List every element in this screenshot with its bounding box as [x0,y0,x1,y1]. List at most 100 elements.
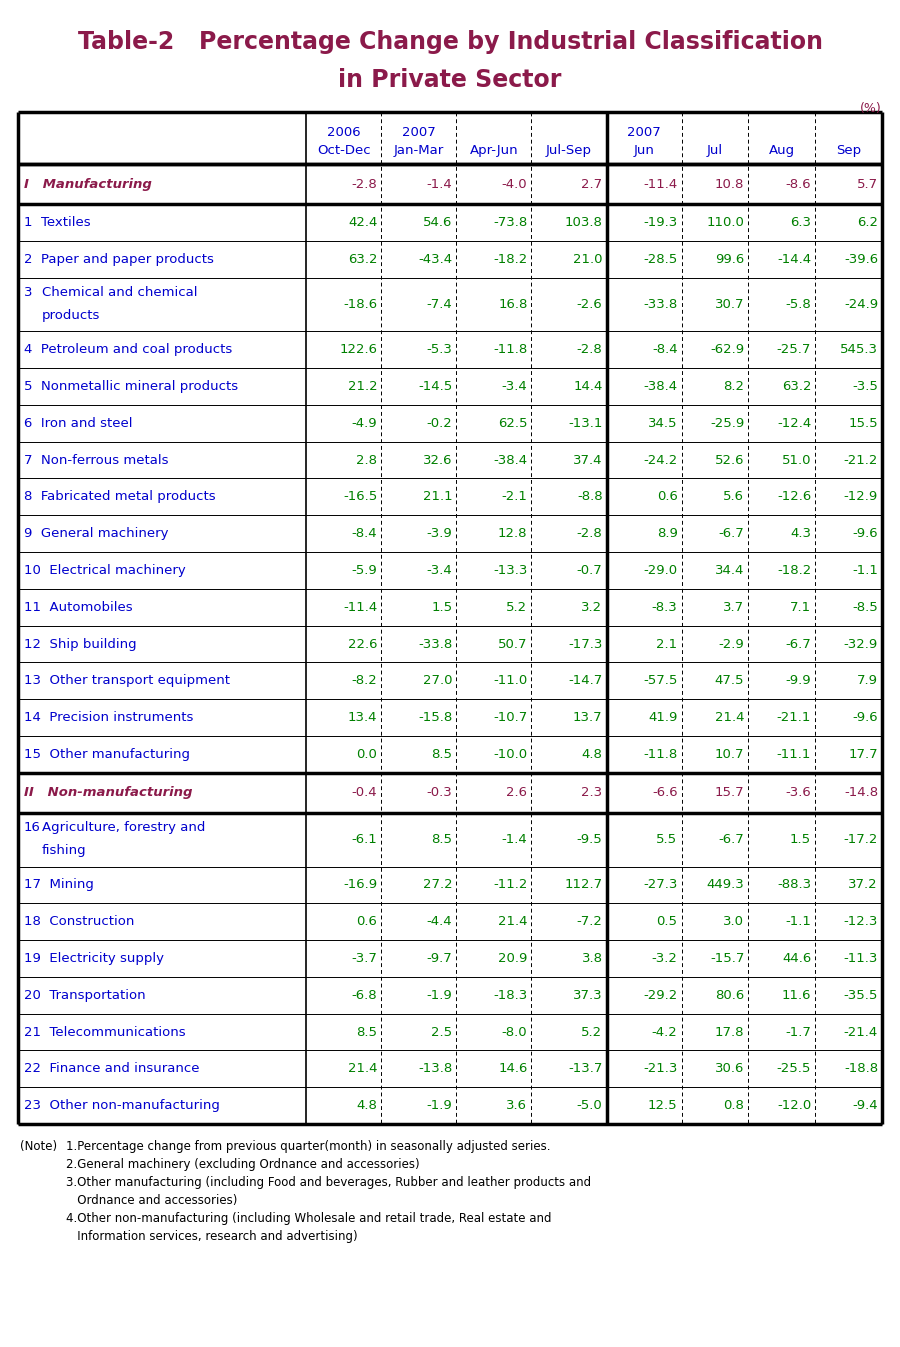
Text: 16.8: 16.8 [498,298,527,311]
Text: (%): (%) [860,102,882,114]
Text: 34.4: 34.4 [715,564,744,577]
Text: -24.9: -24.9 [844,298,878,311]
Text: 2.5: 2.5 [431,1025,453,1039]
Text: -2.8: -2.8 [577,343,602,356]
Text: 3.2: 3.2 [581,601,602,614]
Text: 2.6: 2.6 [507,787,527,800]
Text: -21.3: -21.3 [644,1063,678,1075]
Text: 63.2: 63.2 [348,253,377,267]
Text: -8.4: -8.4 [352,527,377,540]
Text: -16.9: -16.9 [343,878,377,892]
Text: 7.9: 7.9 [857,675,878,687]
Text: -8.8: -8.8 [577,490,602,504]
Text: 449.3: 449.3 [706,878,744,892]
Text: -2.9: -2.9 [718,637,744,651]
Text: 15.7: 15.7 [715,787,744,800]
Text: Table-2   Percentage Change by Industrial Classification: Table-2 Percentage Change by Industrial … [77,30,823,54]
Text: -14.7: -14.7 [568,675,602,687]
Text: 112.7: 112.7 [564,878,602,892]
Text: 1  Textiles: 1 Textiles [24,217,91,229]
Text: 7  Non-ferrous metals: 7 Non-ferrous metals [24,454,168,466]
Text: Oct-Dec: Oct-Dec [317,144,371,158]
Text: -4.4: -4.4 [427,915,453,928]
Text: -39.6: -39.6 [844,253,878,267]
Text: 62.5: 62.5 [498,416,527,430]
Text: -3.6: -3.6 [786,787,811,800]
Text: -5.0: -5.0 [577,1099,602,1113]
Text: 4.3: 4.3 [790,527,811,540]
Text: -2.8: -2.8 [352,178,377,191]
Text: -2.6: -2.6 [577,298,602,311]
Text: -25.5: -25.5 [777,1063,811,1075]
Text: 0.0: 0.0 [356,748,377,761]
Text: 54.6: 54.6 [423,217,453,229]
Text: -12.6: -12.6 [777,490,811,504]
Text: -11.8: -11.8 [493,343,527,356]
Text: 42.4: 42.4 [348,217,377,229]
Text: 5.7: 5.7 [857,178,878,191]
Text: 21.4: 21.4 [715,711,744,725]
Text: -25.7: -25.7 [777,343,811,356]
Text: -7.4: -7.4 [427,298,453,311]
Text: 63.2: 63.2 [782,380,811,393]
Text: -3.9: -3.9 [427,527,453,540]
Text: -11.8: -11.8 [644,748,678,761]
Text: -4.9: -4.9 [352,416,377,430]
Text: -13.3: -13.3 [493,564,527,577]
Text: -8.5: -8.5 [852,601,878,614]
Text: 2.7: 2.7 [581,178,602,191]
Text: -18.2: -18.2 [493,253,527,267]
Text: 3.7: 3.7 [724,601,744,614]
Text: 4.Other non-manufacturing (including Wholesale and retail trade, Real estate and: 4.Other non-manufacturing (including Who… [66,1212,552,1224]
Text: -1.4: -1.4 [427,178,453,191]
Text: 15  Other manufacturing: 15 Other manufacturing [24,748,190,761]
Text: -8.6: -8.6 [786,178,811,191]
Text: 19  Electricity supply: 19 Electricity supply [24,952,164,964]
Text: -6.7: -6.7 [718,527,744,540]
Text: 51.0: 51.0 [782,454,811,466]
Text: 41.9: 41.9 [648,711,678,725]
Text: 8.5: 8.5 [356,1025,377,1039]
Text: -35.5: -35.5 [843,989,878,1002]
Text: -19.3: -19.3 [644,217,678,229]
Text: (Note): (Note) [20,1140,57,1153]
Text: 21  Telecommunications: 21 Telecommunications [24,1025,185,1039]
Text: 10  Electrical machinery: 10 Electrical machinery [24,564,185,577]
Text: 37.4: 37.4 [573,454,602,466]
Text: II   Non-manufacturing: II Non-manufacturing [24,787,193,800]
Text: -15.8: -15.8 [418,711,453,725]
Text: 2006: 2006 [327,127,361,139]
Text: 11  Automobiles: 11 Automobiles [24,601,132,614]
Text: -1.4: -1.4 [501,834,527,846]
Text: -12.4: -12.4 [777,416,811,430]
Text: 15.5: 15.5 [849,416,878,430]
Text: 12.8: 12.8 [498,527,527,540]
Text: -2.8: -2.8 [577,527,602,540]
Text: 34.5: 34.5 [648,416,678,430]
Text: 11.6: 11.6 [782,989,811,1002]
Text: -14.4: -14.4 [777,253,811,267]
Text: -38.4: -38.4 [493,454,527,466]
Text: 13.7: 13.7 [573,711,602,725]
Text: 80.6: 80.6 [716,989,744,1002]
Text: 17.7: 17.7 [849,748,878,761]
Text: -6.8: -6.8 [352,989,377,1002]
Text: -33.8: -33.8 [644,298,678,311]
Text: -18.2: -18.2 [777,564,811,577]
Text: -1.1: -1.1 [786,915,811,928]
Text: -88.3: -88.3 [777,878,811,892]
Text: -10.7: -10.7 [493,711,527,725]
Text: 122.6: 122.6 [339,343,377,356]
Text: -0.3: -0.3 [427,787,453,800]
Text: 14.4: 14.4 [573,380,602,393]
Text: -14.5: -14.5 [418,380,453,393]
Text: Sep: Sep [836,144,861,158]
Text: Aug: Aug [769,144,795,158]
Text: -9.4: -9.4 [852,1099,878,1113]
Text: -17.3: -17.3 [568,637,602,651]
Text: 50.7: 50.7 [498,637,527,651]
Text: 4.8: 4.8 [356,1099,377,1113]
Text: -5.3: -5.3 [427,343,453,356]
Text: I   Manufacturing: I Manufacturing [24,178,152,191]
Text: 99.6: 99.6 [716,253,744,267]
